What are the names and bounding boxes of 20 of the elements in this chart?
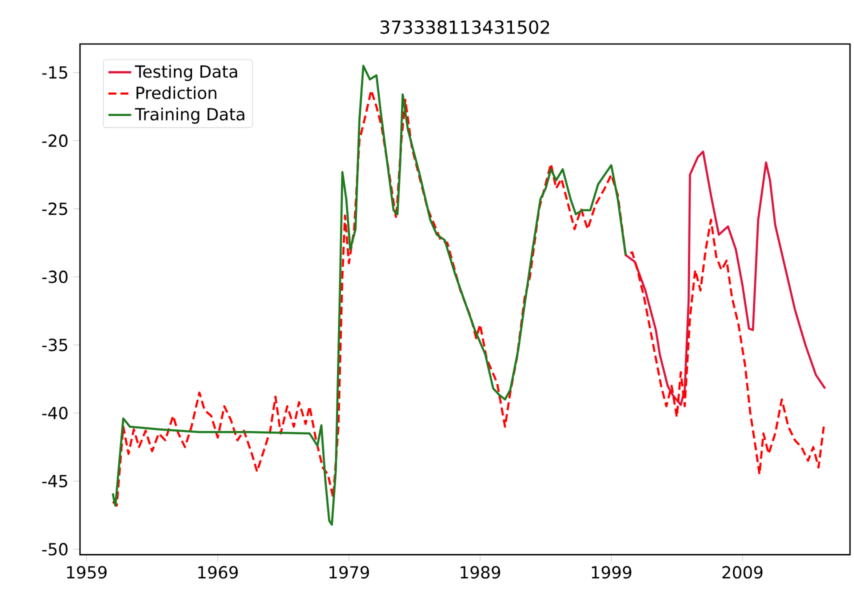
x-tick-label: 1989	[460, 566, 500, 579]
y-tick-label: -40	[42, 406, 68, 420]
x-tick-label: 1999	[592, 566, 632, 579]
chart-title: 373338113431502	[380, 20, 550, 34]
y-tick-label: -25	[42, 202, 68, 216]
legend-label: Testing Data	[134, 64, 238, 82]
x-tick-label: 2009	[722, 566, 762, 579]
y-tick-label: -50	[42, 542, 68, 556]
y-tick-label: -45	[42, 474, 68, 488]
x-tick-label: 1979	[330, 566, 369, 579]
x-tick-label: 1959	[67, 566, 107, 579]
x-tick-label: 1969	[198, 566, 238, 579]
line-series	[624, 150, 826, 406]
y-tick-label: -15	[42, 66, 68, 79]
y-tick-label: -35	[42, 338, 68, 352]
legend-label: Prediction	[136, 86, 216, 100]
line-series	[112, 64, 627, 526]
y-tick-label: -30	[42, 270, 68, 284]
y-tick-label: -20	[42, 134, 68, 147]
legend-label: Training Data	[134, 108, 244, 124]
